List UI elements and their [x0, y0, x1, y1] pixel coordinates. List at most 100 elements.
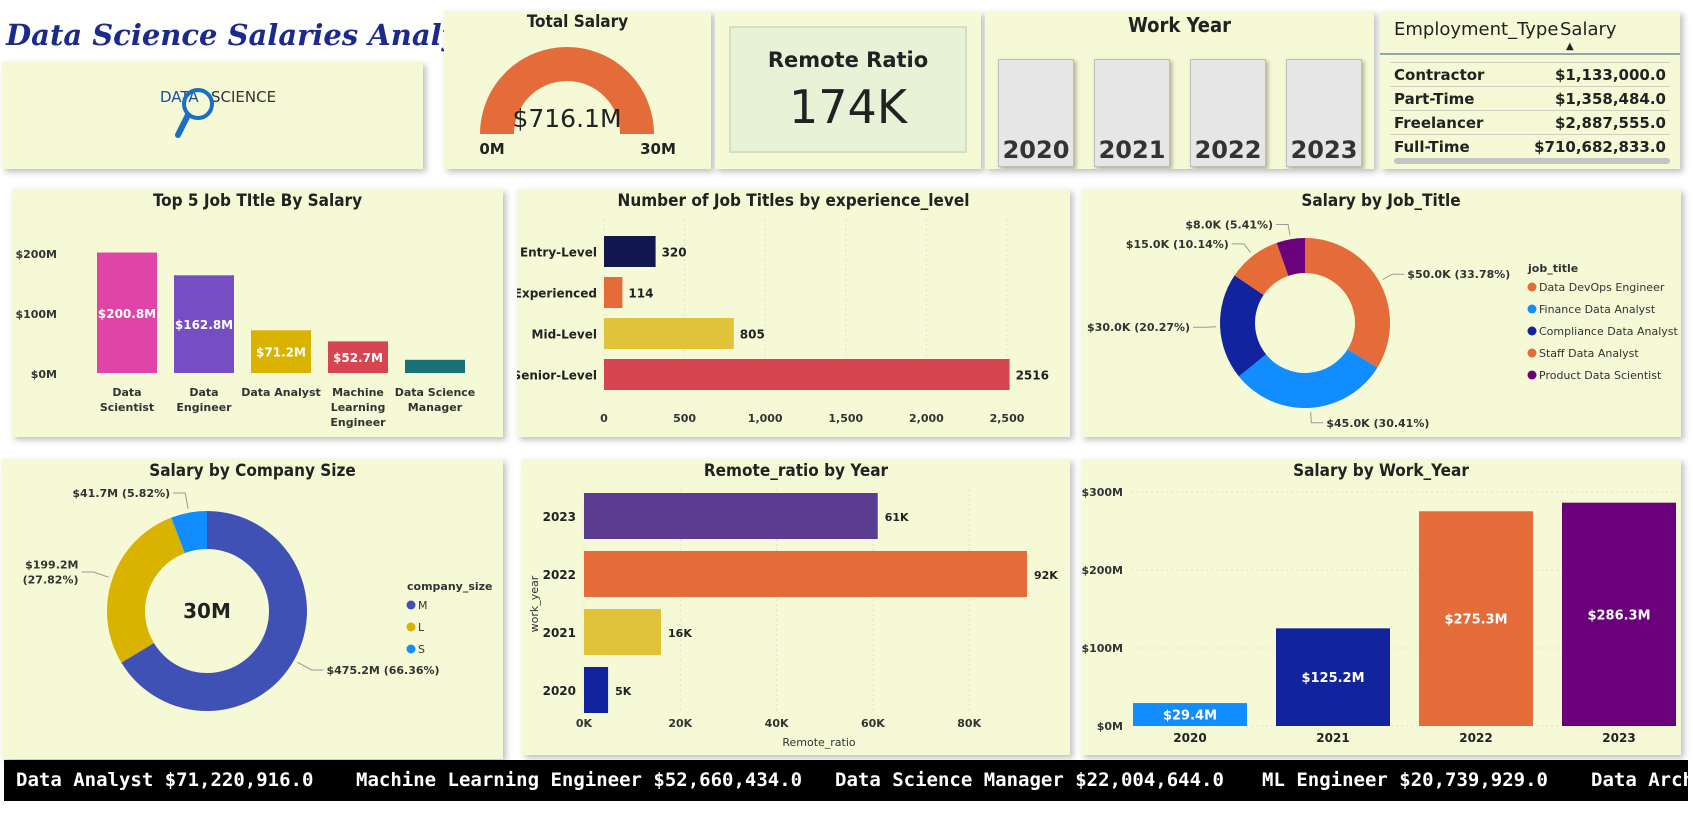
- legend-label: Staff Data Analyst: [1539, 347, 1639, 360]
- data-label: $199.2M: [25, 559, 78, 572]
- x-tick-label: 40K: [765, 717, 789, 730]
- bar: [97, 252, 157, 373]
- data-label: $30.0K (20.27%): [1087, 321, 1190, 334]
- legend-marker: [406, 622, 416, 632]
- data-label: 61K: [885, 511, 909, 524]
- legend-label: Finance Data Analyst: [1539, 303, 1656, 316]
- data-label: $45.0K (30.41%): [1326, 417, 1429, 430]
- cell-salary: $2,887,555.0: [1554, 114, 1666, 132]
- company-chart-title: Salary by Company Size: [149, 461, 356, 481]
- leader-line: [173, 492, 189, 509]
- data-label: (27.82%): [23, 574, 79, 587]
- total-salary-gauge: $716.1M 0M 30M: [479, 47, 676, 158]
- data-label: $475.2M (66.36%): [326, 664, 439, 677]
- legend-label: M: [418, 599, 428, 612]
- x-tick-label: Manager: [408, 401, 463, 414]
- horizontal-scrollbar[interactable]: [1394, 158, 1670, 164]
- x-tick-label: Engineer: [176, 401, 232, 414]
- x-tick-label: Engineer: [330, 416, 386, 429]
- data-label: $15.0K (10.14%): [1126, 238, 1229, 251]
- year-button-2023[interactable]: 2023: [1286, 59, 1362, 167]
- column-header-employment-type[interactable]: Employment_Type: [1394, 19, 1559, 40]
- bar: [584, 493, 878, 539]
- donut-slice: [1220, 275, 1267, 377]
- y-tick-label: $100M: [1081, 642, 1123, 655]
- ticker-item: ML Engineer $20,739,929.0: [1262, 769, 1548, 791]
- x-tick-label: Scientist: [100, 401, 154, 414]
- data-label: 16K: [668, 627, 692, 640]
- remote-ratio-chart-svg: 0K 20K 40K 60K 80K Remote_ratio work_year 2023 6…: [528, 489, 1058, 749]
- data-label: $125.2M: [1301, 671, 1364, 686]
- bar: [584, 609, 662, 655]
- y-tick-label: $0M: [1097, 720, 1123, 733]
- data-label: $50.0K (33.78%): [1407, 268, 1510, 281]
- logo-panel: DATA SCIENCE: [2, 62, 423, 169]
- experience-level-chart: Number of Job Titles by experience_level…: [517, 189, 1070, 437]
- x-tick-label: 20K: [668, 717, 692, 730]
- bar: [1419, 511, 1533, 726]
- bar: [328, 341, 388, 373]
- ticker-item: Machine Learning Engineer $52,660,434.0: [356, 769, 803, 791]
- leader-line: [1231, 243, 1251, 253]
- y-tick-label: 2023: [543, 510, 576, 524]
- data-label: 92K: [1034, 569, 1058, 582]
- year-label: 2021: [1098, 136, 1166, 164]
- magnifier-handle: [175, 112, 191, 138]
- table-row[interactable]: Contractor $1,133,000.0: [1390, 62, 1670, 87]
- x-tick-label: 1,500: [828, 412, 863, 425]
- data-science-logo: DATA SCIENCE: [160, 88, 276, 138]
- data-label: $71.2M: [256, 346, 306, 360]
- y-tick-label: 2022: [543, 568, 576, 582]
- legend-marker: [1527, 304, 1537, 314]
- cell-type: Part-Time: [1394, 90, 1475, 108]
- logo-text-right: SCIENCE: [211, 88, 276, 106]
- year-button-2022[interactable]: 2022: [1190, 59, 1266, 167]
- remote-ratio-card: Remote Ratio 174K: [715, 11, 981, 169]
- year-button-2021[interactable]: 2021: [1094, 59, 1170, 167]
- magnifier-icon: [182, 88, 214, 120]
- employment-type-table: Employment_Type Salary ▲ Contractor $1,13…: [1380, 11, 1680, 169]
- data-label: 5K: [615, 685, 632, 698]
- legend-label: L: [418, 621, 425, 634]
- bar: [604, 359, 1010, 390]
- x-tick-label: 2,000: [909, 412, 944, 425]
- y-tick-label: 2021: [543, 626, 576, 640]
- total-salary-card: Total Salary $716.1M 0M 30M: [444, 11, 711, 169]
- year-button-2020[interactable]: 2020: [998, 59, 1074, 167]
- table-row[interactable]: Full-Time $710,682,833.0: [1390, 134, 1670, 159]
- column-header-salary[interactable]: Salary: [1560, 19, 1617, 40]
- leader-line: [297, 661, 324, 671]
- donut-center-label: 30M: [183, 599, 231, 623]
- legend-label: Data DevOps Engineer: [1539, 281, 1665, 294]
- x-tick-label: Learning: [331, 401, 386, 414]
- x-tick-label: 1,000: [748, 412, 783, 425]
- bar: [584, 551, 1027, 597]
- bar: [604, 277, 623, 308]
- y-tick-label: $0M: [31, 368, 57, 381]
- bar: [251, 330, 311, 373]
- table-row[interactable]: Freelancer $2,887,555.0: [1390, 110, 1670, 135]
- data-label: $200.8M: [98, 307, 156, 321]
- bar: [174, 275, 234, 373]
- leader-line: [1382, 273, 1405, 281]
- data-label: 2516: [1016, 369, 1049, 383]
- y-tick-label: $100M: [15, 308, 57, 321]
- cell-type: Contractor: [1394, 66, 1485, 84]
- year-label: 2020: [1002, 136, 1070, 164]
- bar: [604, 236, 656, 267]
- remote-ratio-value: 174K: [789, 80, 907, 134]
- legend-marker: [406, 600, 416, 610]
- legend-title: job_title: [1527, 262, 1578, 275]
- legend-marker: [1527, 348, 1537, 358]
- year-label: 2023: [1290, 136, 1358, 164]
- work-year-slicer: Work Year 2020 2021 2022 2023: [985, 11, 1374, 169]
- table-row[interactable]: Part-Time $1,358,484.0: [1390, 86, 1670, 111]
- sort-ascending-icon: ▲: [1566, 41, 1574, 52]
- leader-line: [81, 571, 109, 578]
- data-label: $286.3M: [1587, 608, 1650, 623]
- bar: [584, 667, 609, 713]
- legend-marker: [406, 644, 416, 654]
- salary-by-work-year-chart: Salary by Work_Year $0M $100M $200M $300M $2…: [1081, 459, 1681, 755]
- y-axis-title: work_year: [528, 575, 541, 632]
- salary-by-company-size-chart: Salary by Company Size $475.2M (66.36%) $…: [2, 459, 503, 759]
